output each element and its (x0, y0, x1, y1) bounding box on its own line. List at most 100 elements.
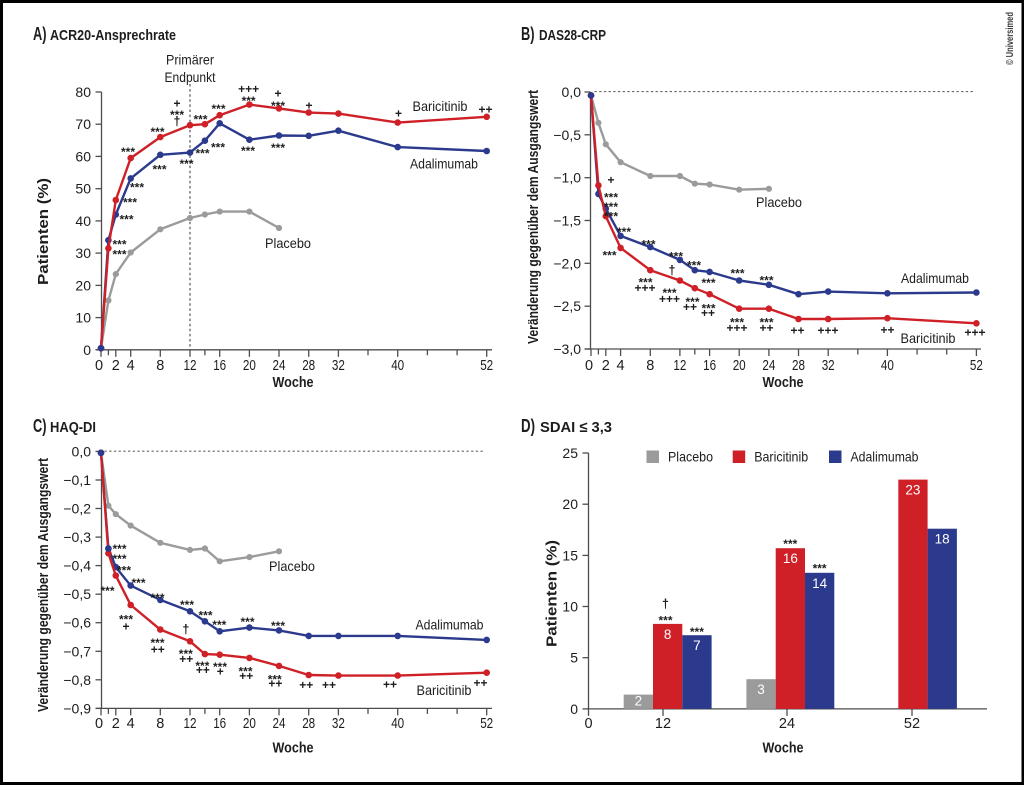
svg-text:5: 5 (570, 650, 578, 666)
svg-text:50: 50 (75, 181, 91, 197)
svg-text:0: 0 (570, 701, 578, 717)
svg-text:Placebo: Placebo (668, 449, 713, 465)
svg-text:++: ++ (268, 677, 282, 691)
svg-text:***: *** (195, 147, 209, 161)
svg-text:***: *** (240, 615, 254, 629)
svg-text:52: 52 (904, 716, 920, 732)
svg-text:A): A) (33, 24, 47, 44)
svg-text:***: *** (150, 591, 164, 605)
svg-text:***: *** (238, 665, 252, 679)
svg-text:***: *** (212, 618, 226, 632)
svg-text:***: *** (602, 249, 616, 263)
svg-text:++: ++ (683, 300, 697, 314)
svg-text:***: *** (690, 625, 704, 639)
svg-text:***: *** (130, 181, 144, 195)
svg-text:++: ++ (473, 676, 487, 690)
svg-text:8: 8 (664, 627, 672, 642)
svg-text:−0,5: −0,5 (553, 127, 581, 143)
svg-text:24: 24 (273, 358, 286, 374)
svg-text:C): C) (33, 416, 47, 436)
svg-text:Woche: Woche (763, 741, 804, 757)
svg-text:***: *** (213, 660, 227, 674)
svg-text:0: 0 (95, 358, 103, 374)
svg-text:***: *** (271, 99, 285, 113)
svg-text:Baricitinib: Baricitinib (901, 330, 956, 346)
svg-text:***: *** (638, 276, 652, 290)
svg-text:−3,0: −3,0 (553, 341, 581, 357)
svg-text:28: 28 (302, 716, 315, 732)
svg-text:−2,0: −2,0 (553, 255, 581, 271)
svg-text:HAQ-DI: HAQ-DI (50, 419, 96, 436)
svg-text:+++: +++ (817, 324, 838, 338)
svg-text:−0,3: −0,3 (63, 529, 91, 545)
svg-text:***: *** (150, 636, 164, 650)
svg-text:***: *** (121, 145, 135, 159)
svg-text:16: 16 (213, 358, 226, 374)
svg-text:20: 20 (243, 716, 256, 732)
svg-text:12: 12 (184, 716, 197, 732)
svg-text:†: † (174, 115, 181, 129)
svg-text:***: *** (112, 552, 126, 566)
svg-text:28: 28 (792, 358, 805, 374)
svg-text:−0,8: −0,8 (63, 672, 91, 688)
svg-text:***: *** (268, 673, 282, 687)
svg-text:25: 25 (562, 445, 578, 461)
svg-text:24: 24 (762, 358, 775, 374)
svg-text:Adalimumab: Adalimumab (416, 617, 484, 633)
svg-text:***: *** (112, 542, 126, 556)
svg-text:***: *** (783, 537, 797, 551)
svg-text:ACR20-Ansprechrate: ACR20-Ansprechrate (50, 27, 176, 44)
svg-text:+: + (217, 665, 224, 679)
svg-text:0,0: 0,0 (72, 443, 92, 459)
svg-text:***: *** (759, 316, 773, 330)
svg-text:SDAI ≤ 3,3: SDAI ≤ 3,3 (540, 419, 612, 436)
svg-text:***: *** (123, 196, 137, 210)
svg-text:−0,7: −0,7 (63, 643, 91, 659)
svg-text:−1,0: −1,0 (553, 170, 581, 186)
svg-text:40: 40 (391, 716, 404, 732)
svg-text:***: *** (112, 248, 126, 262)
svg-text:***: *** (241, 144, 255, 158)
svg-text:32: 32 (822, 358, 835, 374)
svg-text:+++: +++ (659, 292, 680, 306)
svg-text:8: 8 (156, 358, 164, 374)
svg-text:0: 0 (95, 716, 103, 732)
svg-text:***: *** (685, 295, 699, 309)
svg-text:40: 40 (881, 358, 894, 374)
svg-text:24: 24 (779, 716, 795, 732)
svg-text:***: *** (759, 274, 773, 288)
svg-text:+: + (305, 99, 312, 113)
svg-text:Veränderung gegenüber dem Ausg: Veränderung gegenüber dem Ausgangswert (36, 458, 52, 712)
svg-text:0: 0 (83, 342, 91, 358)
svg-text:20: 20 (562, 496, 578, 512)
svg-text:40: 40 (75, 213, 91, 229)
svg-text:***: *** (211, 141, 225, 155)
svg-text:Baricitinib: Baricitinib (754, 449, 808, 465)
svg-text:12: 12 (184, 358, 197, 374)
svg-text:++: ++ (322, 678, 336, 692)
svg-text:0: 0 (585, 358, 593, 374)
svg-text:Endpunkt: Endpunkt (165, 69, 216, 85)
svg-text:†: † (669, 264, 676, 278)
svg-text:70: 70 (75, 116, 91, 132)
svg-text:−1,5: −1,5 (553, 213, 581, 229)
svg-text:***: *** (669, 250, 683, 264)
svg-text:16: 16 (213, 716, 226, 732)
svg-text:+: + (122, 620, 129, 634)
svg-text:Placebo: Placebo (265, 235, 311, 251)
svg-text:+++: +++ (726, 321, 747, 335)
svg-text:***: *** (179, 157, 193, 171)
svg-text:Woche: Woche (763, 375, 804, 391)
svg-text:++: ++ (239, 669, 253, 683)
svg-text:***: *** (150, 125, 164, 139)
svg-text:23: 23 (905, 483, 920, 498)
svg-text:−2,5: −2,5 (553, 298, 581, 314)
svg-text:+: + (607, 173, 614, 187)
svg-text:***: *** (211, 102, 225, 116)
svg-text:30: 30 (75, 245, 91, 261)
svg-text:12: 12 (673, 358, 686, 374)
svg-text:***: *** (701, 302, 715, 316)
svg-text:***: *** (662, 286, 676, 300)
svg-text:2: 2 (635, 693, 643, 708)
svg-text:20: 20 (733, 358, 746, 374)
